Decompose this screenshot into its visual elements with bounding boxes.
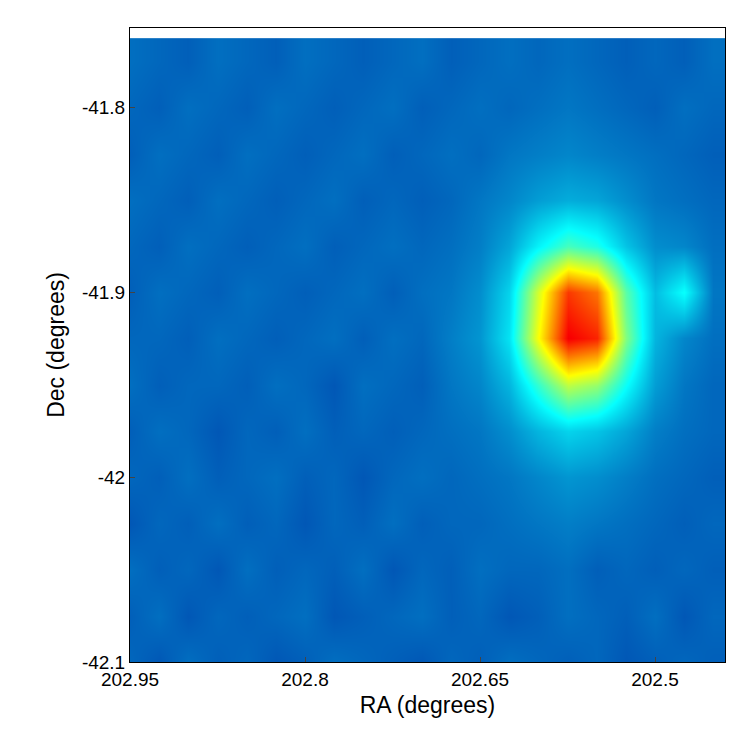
svg-text:Dec (degrees): Dec (degrees): [43, 272, 69, 418]
svg-text:202.65: 202.65: [451, 669, 509, 690]
svg-text:202.5: 202.5: [631, 669, 679, 690]
svg-text:RA (degrees): RA (degrees): [360, 692, 496, 718]
svg-text:-41.8: -41.8: [82, 97, 125, 118]
svg-text:202.8: 202.8: [281, 669, 329, 690]
svg-text:-42.1: -42.1: [82, 652, 125, 673]
svg-text:-42: -42: [98, 467, 125, 488]
svg-text:-41.9: -41.9: [82, 282, 125, 303]
svg-text:202.95: 202.95: [101, 669, 159, 690]
